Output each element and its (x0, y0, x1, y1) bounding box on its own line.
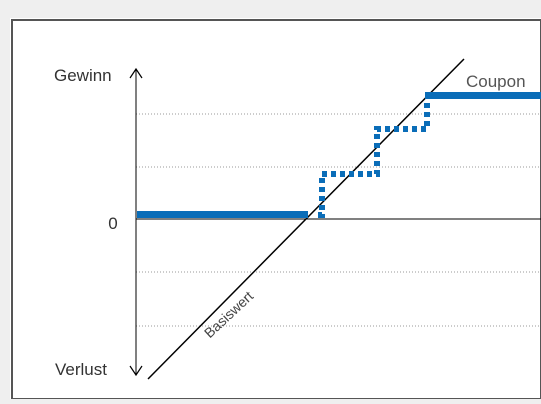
y-axis-top-label: Gewinn (54, 66, 112, 85)
down-arrow-icon (129, 365, 143, 377)
up-arrow-icon (129, 67, 143, 79)
payoff-dotted-staircase (318, 99, 430, 218)
y-axis-bottom-label: Verlust (55, 360, 107, 379)
coupon-label: Coupon (466, 72, 526, 91)
underlying-line (147, 58, 465, 380)
payoff-segment-zero (137, 211, 308, 218)
diagram-panel (11, 19, 541, 400)
zero-label: 0 (108, 214, 117, 233)
payoff-segment-coupon (425, 92, 541, 99)
